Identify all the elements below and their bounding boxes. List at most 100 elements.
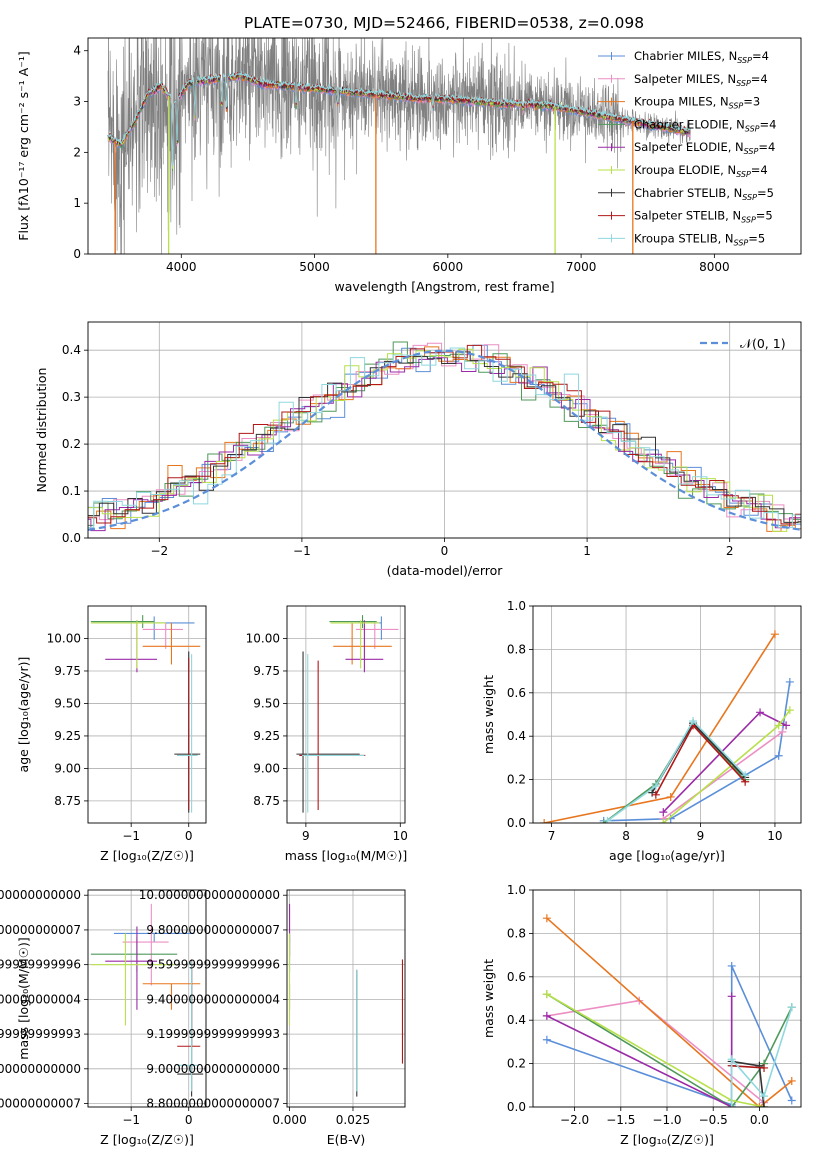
weight-marker bbox=[782, 721, 791, 730]
x-axis-label: (data-model)/error bbox=[387, 563, 504, 578]
y-tick-label: 0.0 bbox=[507, 816, 526, 830]
weight-marker bbox=[785, 706, 794, 715]
y-tick-label: 9.25 bbox=[253, 729, 280, 743]
weight-line bbox=[606, 719, 746, 822]
x-tick-label: 0 bbox=[185, 829, 193, 843]
y-tick-label: 0.2 bbox=[62, 437, 81, 451]
y-tick-label: 8.75 bbox=[253, 794, 280, 808]
y-tick-label: 0.8 bbox=[507, 926, 526, 940]
weight-line bbox=[730, 1006, 793, 1107]
weight-marker bbox=[542, 914, 551, 923]
figure-title: PLATE=0730, MJD=52466, FIBERID=0538, z=0… bbox=[244, 14, 644, 32]
x-tick-label: 10 bbox=[767, 829, 782, 843]
x-tick-label: −2.0 bbox=[560, 1113, 589, 1127]
panel-age-vs-mass: 9 10 8.75 9.00 9.25 9.50 9.75 10.00 mass [log₁₀(… bbox=[246, 605, 408, 863]
errorbar-point bbox=[177, 961, 198, 1092]
errorbar-point bbox=[90, 933, 175, 1026]
y-tick-label: 9.0000000000000000 bbox=[146, 1062, 280, 1076]
y-tick-label: 0.0 bbox=[507, 1100, 526, 1114]
x-tick-label: 7000 bbox=[566, 260, 597, 274]
y-tick-label: 8.8000000000000007 bbox=[0, 1097, 81, 1111]
errorbar-point bbox=[330, 620, 380, 669]
x-tick-label: −1 bbox=[122, 1113, 140, 1127]
y-tick-label: 8.75 bbox=[54, 794, 81, 808]
x-axis-label: Z [log₁₀(Z/Z☉)] bbox=[100, 1132, 194, 1147]
y-tick-label: 9.00 bbox=[54, 761, 81, 775]
y-tick-label: 0.4 bbox=[507, 729, 526, 743]
x-tick-label: 0 bbox=[185, 1113, 193, 1127]
legend-entry: Salpeter MILES, NSSP=4 bbox=[634, 72, 768, 88]
x-tick-label: 7 bbox=[548, 829, 556, 843]
legend-entry: Salpeter STELIB, NSSP=5 bbox=[634, 209, 773, 225]
errorbar-point bbox=[142, 622, 201, 665]
weight-marker bbox=[666, 792, 675, 801]
axes-frame bbox=[532, 889, 802, 1108]
weight-marker bbox=[727, 1055, 736, 1064]
y-tick-label: 1 bbox=[73, 196, 81, 210]
panel-age-vs-Z: −1 0 8.75 9.00 9.25 9.50 9.75 10.00 Z [log₁₀(Z/Z… bbox=[16, 605, 207, 863]
weight-marker bbox=[542, 1035, 551, 1044]
plot-area bbox=[542, 914, 796, 1107]
legend-entry: Kroupa STELIB, NSSP=5 bbox=[634, 231, 765, 247]
weight-marker bbox=[659, 819, 668, 823]
y-tick-label: 9.75 bbox=[54, 664, 81, 678]
x-tick-label: 5000 bbox=[299, 260, 330, 274]
errorbar-point bbox=[355, 622, 399, 649]
y-tick-label: 0.6 bbox=[507, 970, 526, 984]
x-tick-label: −1.0 bbox=[652, 1113, 681, 1127]
y-tick-label: 9.4000000000000004 bbox=[146, 992, 280, 1006]
x-tick-label: −2 bbox=[150, 544, 168, 558]
model-spectrum-line bbox=[107, 70, 691, 167]
axes-frame bbox=[87, 889, 207, 1108]
weight-marker bbox=[774, 721, 783, 730]
panel-massweight-vs-Z: −2.0 −1.5 −1.0 −0.5 0.0 0.0 0.2 0.4 0.6 0.8 1.0 Z [… bbox=[481, 883, 802, 1147]
y-tick-label: 10.0000000000000000 bbox=[0, 888, 81, 902]
weight-line bbox=[546, 993, 793, 1107]
weight-marker bbox=[770, 630, 779, 639]
x-axis-label: Z [log₁₀(Z/Z☉)] bbox=[100, 848, 194, 863]
y-tick-label: 0.3 bbox=[62, 390, 81, 404]
panel-massweight-vs-age: 7 8 9 10 0.0 0.2 0.4 0.6 0.8 1.0 age [log₁₀(age/yr… bbox=[481, 599, 802, 863]
y-axis-label: mass [log₁₀(M/M☉)] bbox=[16, 937, 31, 1059]
plot-area bbox=[88, 341, 801, 532]
errorbar-point bbox=[345, 620, 384, 673]
weight-marker bbox=[741, 771, 750, 780]
x-axis-label: Z [log₁₀(Z/Z☉)] bbox=[620, 1132, 714, 1147]
axes-frame bbox=[87, 321, 802, 539]
errorbar-point bbox=[142, 622, 183, 649]
y-tick-label: 9.8000000000000007 bbox=[0, 923, 81, 937]
y-tick-label: 9.25 bbox=[54, 729, 81, 743]
errorbar-point bbox=[105, 926, 158, 1010]
weight-marker bbox=[540, 819, 549, 823]
legend-entry: Kroupa MILES, NSSP=3 bbox=[634, 95, 760, 111]
x-tick-label: 9 bbox=[302, 829, 310, 843]
errorbar-point bbox=[142, 983, 201, 1010]
plot-area bbox=[288, 903, 404, 1097]
axes-frame bbox=[286, 605, 406, 824]
weight-marker bbox=[774, 751, 783, 760]
y-axis-label: mass weight bbox=[481, 675, 496, 754]
x-tick-label: 6000 bbox=[433, 260, 464, 274]
errorbar-point bbox=[113, 932, 195, 943]
legend-entry: Kroupa ELODIE, NSSP=4 bbox=[634, 163, 768, 179]
weight-marker bbox=[787, 1003, 796, 1012]
panel-mass-vs-ebv: 0.000 0.025 8.8000000000000007 9.0000000000… bbox=[139, 888, 406, 1147]
x-tick-label: 1 bbox=[583, 544, 591, 558]
y-tick-label: 10.00 bbox=[246, 631, 280, 645]
weight-marker bbox=[651, 790, 660, 799]
weight-line bbox=[662, 731, 783, 820]
errorbar-point bbox=[177, 654, 198, 813]
y-tick-label: 4 bbox=[73, 44, 81, 58]
weight-marker bbox=[756, 708, 765, 717]
y-tick-label: 1.0 bbox=[507, 599, 526, 613]
errorbar-point bbox=[329, 615, 377, 629]
histogram-step bbox=[88, 348, 801, 532]
y-tick-label: 9.00 bbox=[253, 761, 280, 775]
observed-spectrum bbox=[107, 38, 691, 254]
weight-marker bbox=[778, 727, 787, 736]
x-axis-label: wavelength [Angstrom, rest frame] bbox=[334, 279, 554, 294]
y-tick-label: 9.5999999999999996 bbox=[0, 958, 81, 972]
plot-area bbox=[296, 615, 399, 813]
x-tick-label: 0.000 bbox=[272, 1113, 306, 1127]
y-tick-label: 10.0000000000000000 bbox=[139, 888, 280, 902]
